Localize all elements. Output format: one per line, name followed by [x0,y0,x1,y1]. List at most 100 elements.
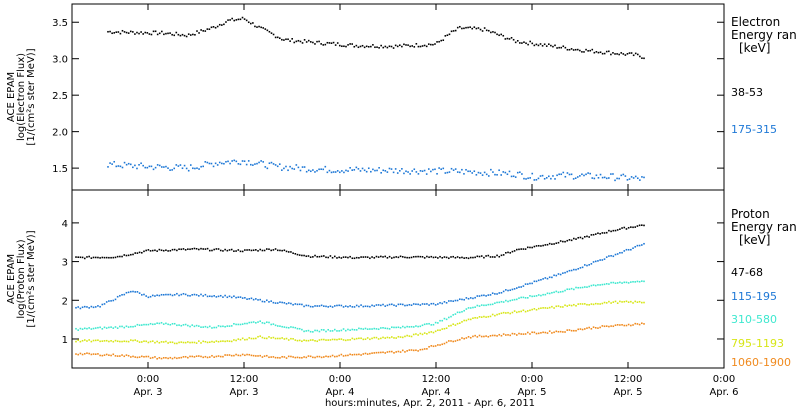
data-point [500,334,503,337]
x-tick-date-label: Apr. 3 [229,387,258,398]
data-point [307,339,310,342]
x-tick-time-label: 12:00 [230,374,259,385]
data-point [533,280,536,283]
data-point [297,166,300,169]
data-point [283,249,286,252]
x-axis-title: hours:minutes, Apr. 2, 2011 - Apr. 6, 20… [325,398,535,409]
data-point [119,294,121,297]
data-point [634,322,637,325]
data-point [625,281,628,284]
data-point [322,168,325,171]
data-point [115,31,118,33]
data-point [533,245,536,248]
data-point [316,40,318,43]
data-point [369,305,371,308]
data-point [189,295,191,297]
data-point [88,307,90,309]
data-point [298,327,301,330]
data-point [409,173,411,175]
data-point [123,326,126,329]
data-point [295,164,298,166]
data-point [156,322,158,325]
data-point [134,339,137,341]
data-point [149,295,152,298]
data-point [169,32,171,34]
data-point [397,303,400,306]
data-point [206,247,209,250]
data-point [463,319,465,322]
data-point [446,34,449,37]
data-point [502,333,505,335]
data-point [261,322,264,324]
data-point [445,302,448,304]
data-point [441,257,444,259]
data-point [330,171,333,174]
data-point [605,256,608,258]
data-point [287,302,290,304]
data-point [237,354,240,357]
data-point [395,256,397,258]
data-point [404,256,406,259]
data-point [375,328,378,330]
data-point [241,297,244,299]
data-point [533,179,536,181]
data-point [90,340,93,343]
data-point [423,323,426,326]
data-point [590,328,593,330]
data-point [215,296,218,298]
data-point [621,282,623,284]
data-point [219,294,222,297]
data-point [390,257,393,259]
data-point [434,304,437,306]
data-point [218,161,221,164]
data-point [601,232,604,234]
data-point [372,168,374,171]
data-point [303,166,306,168]
data-point [494,334,496,337]
data-point [364,305,367,308]
data-point [417,255,419,258]
data-point [136,340,139,342]
data-point [376,169,378,172]
data-point [506,173,509,176]
data-point [496,254,498,257]
data-point [265,248,268,250]
data-point [616,302,619,304]
data-point [518,332,520,335]
data-point [469,318,472,321]
data-point [492,171,494,173]
data-point [445,327,448,330]
data-point [390,326,393,329]
data-point [551,243,553,245]
data-point [421,333,424,336]
data-point [111,32,113,35]
data-point [283,326,286,328]
data-point [289,165,291,168]
data-point [119,340,121,343]
data-point [167,342,169,344]
data-point [588,285,590,288]
data-point [579,175,581,177]
data-point [627,226,630,229]
data-point [116,295,119,298]
data-point [512,38,515,41]
data-point [208,356,211,358]
data-point [483,27,486,29]
data-point [165,293,167,296]
data-point [406,304,408,307]
data-point [575,329,577,332]
legend-item: 795-1193 [731,337,784,350]
legend-title-line: Electron [731,15,780,29]
data-point [603,283,606,286]
data-point [513,288,516,290]
data-point [491,334,494,337]
data-point [156,250,158,252]
data-point [525,178,527,180]
data-point [380,255,382,258]
data-point [160,321,163,324]
data-point [349,329,351,332]
data-point [394,44,397,47]
data-point [345,45,347,48]
data-point [259,320,262,322]
